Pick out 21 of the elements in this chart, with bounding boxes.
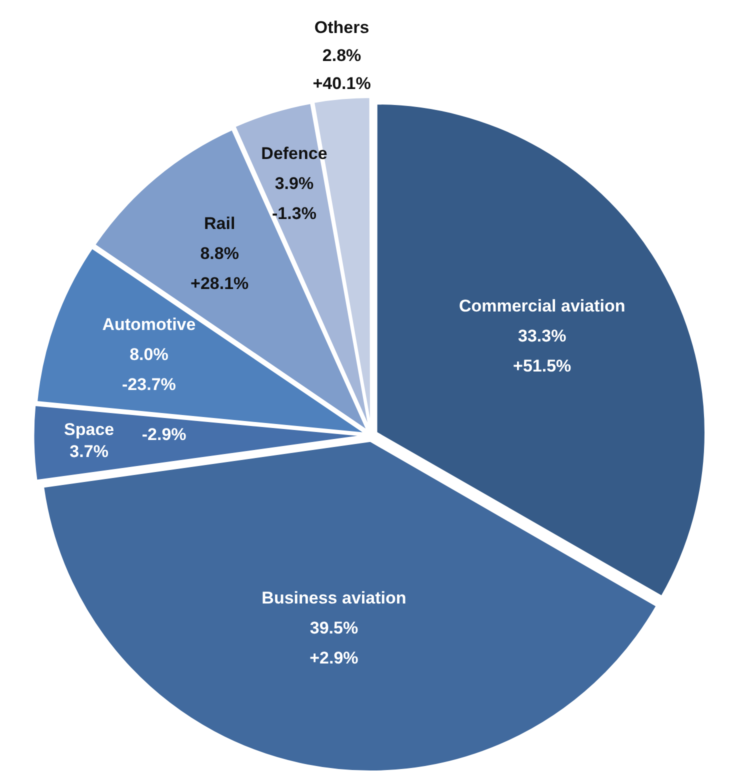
data-label: 8.8% xyxy=(200,244,239,263)
text: -1.3% xyxy=(272,204,316,224)
text: -2.9% xyxy=(142,424,186,444)
data-label: 3.9% xyxy=(274,174,314,194)
text: +28.1% xyxy=(190,274,249,293)
data-label: 39.5% xyxy=(310,618,358,638)
text: -23.7% xyxy=(122,375,176,394)
slice-label: Business aviation xyxy=(262,588,406,608)
slice-label: Commercial aviation xyxy=(458,296,626,316)
data-label: 2.8% xyxy=(322,46,362,66)
slice-label: Others xyxy=(314,18,370,38)
text: +40.1% xyxy=(312,74,371,94)
text: +2.9% xyxy=(310,648,358,668)
slice-label: Defence xyxy=(261,144,328,164)
slice-label: Rail xyxy=(204,214,236,233)
data-label: 33.3% xyxy=(518,326,566,346)
data-label: 8.0% xyxy=(130,345,168,364)
text: +51.5% xyxy=(513,356,572,376)
data-label: 3.7% xyxy=(70,442,108,461)
slice-label: Space xyxy=(64,420,114,439)
slice-label: Automotive xyxy=(102,315,196,334)
